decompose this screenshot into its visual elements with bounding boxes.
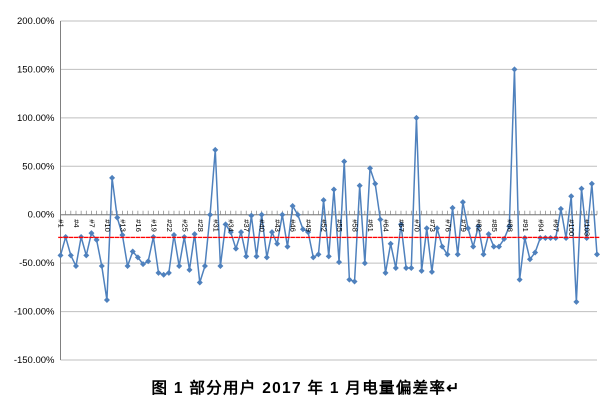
svg-text:#76: #76 <box>443 219 452 232</box>
svg-text:#64: #64 <box>381 219 390 232</box>
svg-text:#55: #55 <box>335 219 344 232</box>
svg-text:50.00%: 50.00% <box>22 161 55 172</box>
svg-text:#22: #22 <box>165 219 174 232</box>
svg-text:#88: #88 <box>505 219 514 232</box>
svg-text:#16: #16 <box>134 219 143 232</box>
svg-text:-50.00%: -50.00% <box>19 258 55 269</box>
svg-text:#10: #10 <box>103 219 112 232</box>
svg-text:100.00%: 100.00% <box>17 113 55 124</box>
svg-text:#67: #67 <box>397 219 406 232</box>
svg-text:#40: #40 <box>258 219 267 232</box>
svg-text:0.00%: 0.00% <box>28 210 55 221</box>
svg-text:#43: #43 <box>273 219 282 232</box>
svg-text:#52: #52 <box>320 219 329 232</box>
svg-text:200.00%: 200.00% <box>17 16 55 27</box>
svg-text:#103: #103 <box>583 219 592 236</box>
svg-text:#58: #58 <box>351 219 360 232</box>
svg-text:图 1 部分用户 2017 年 1 月电量偏差率↵: 图 1 部分用户 2017 年 1 月电量偏差率↵ <box>151 378 460 397</box>
svg-text:#19: #19 <box>149 219 158 232</box>
svg-text:#97: #97 <box>552 219 561 232</box>
svg-text:#13: #13 <box>118 219 127 232</box>
svg-text:#4: #4 <box>72 219 81 227</box>
svg-text:#70: #70 <box>412 219 421 232</box>
svg-text:#31: #31 <box>211 219 220 232</box>
svg-text:#73: #73 <box>428 219 437 232</box>
svg-text:#94: #94 <box>536 219 545 232</box>
svg-text:#7: #7 <box>87 219 96 227</box>
svg-text:#91: #91 <box>521 219 530 232</box>
svg-text:#28: #28 <box>196 219 205 232</box>
svg-text:#85: #85 <box>490 219 499 232</box>
svg-text:#1: #1 <box>57 219 66 227</box>
svg-text:#61: #61 <box>366 219 375 232</box>
svg-text:#46: #46 <box>289 219 298 232</box>
svg-text:#25: #25 <box>180 219 189 232</box>
svg-text:#100: #100 <box>567 219 576 236</box>
svg-text:#82: #82 <box>474 219 483 232</box>
svg-text:150.00%: 150.00% <box>17 64 55 75</box>
svg-text:-150.00%: -150.00% <box>14 355 55 366</box>
svg-text:#79: #79 <box>459 219 468 232</box>
svg-text:#37: #37 <box>242 219 251 232</box>
svg-text:#49: #49 <box>304 219 313 232</box>
svg-text:-100.00%: -100.00% <box>14 307 55 318</box>
svg-text:#34: #34 <box>227 219 236 232</box>
